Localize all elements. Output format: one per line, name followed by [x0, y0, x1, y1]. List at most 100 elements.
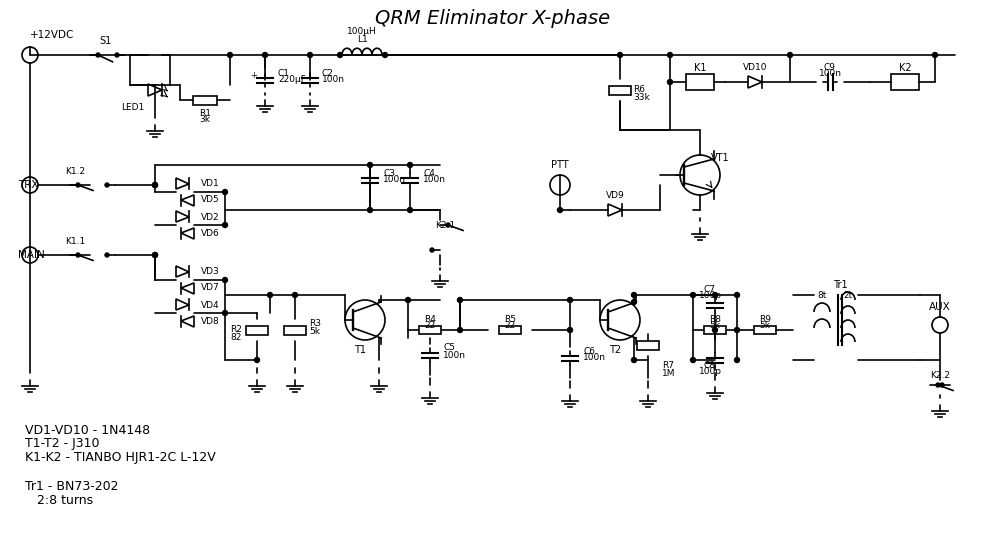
Text: S1: S1	[99, 36, 111, 46]
Circle shape	[222, 190, 227, 194]
Text: 8t: 8t	[816, 290, 826, 300]
Circle shape	[458, 327, 462, 333]
Text: K2.1: K2.1	[435, 221, 455, 230]
Text: R8: R8	[708, 316, 720, 325]
Text: C8: C8	[703, 360, 715, 370]
Text: C5: C5	[443, 343, 455, 352]
Text: 100n: 100n	[583, 354, 605, 363]
Text: LED1: LED1	[121, 104, 145, 113]
Circle shape	[22, 247, 38, 263]
Text: 5k: 5k	[759, 321, 770, 331]
Text: C4: C4	[423, 169, 435, 177]
Circle shape	[153, 253, 158, 257]
Circle shape	[712, 327, 717, 333]
Text: +: +	[250, 71, 257, 80]
Text: VD3: VD3	[201, 268, 220, 277]
Text: VD9: VD9	[605, 192, 624, 200]
Circle shape	[690, 357, 695, 363]
Circle shape	[931, 317, 947, 333]
Text: VD8: VD8	[201, 317, 220, 326]
Circle shape	[667, 52, 671, 58]
Text: 22: 22	[504, 321, 515, 331]
Text: AUX: AUX	[928, 302, 950, 312]
Bar	[419, 326, 441, 334]
Circle shape	[667, 80, 671, 84]
Polygon shape	[176, 211, 188, 222]
Text: 100p: 100p	[698, 367, 721, 376]
Text: R2: R2	[230, 326, 242, 334]
Text: C2: C2	[321, 68, 333, 77]
Circle shape	[105, 183, 108, 187]
Text: 100n: 100n	[423, 176, 446, 185]
Circle shape	[115, 53, 119, 57]
Bar	[608, 85, 630, 95]
Text: 220μF: 220μF	[278, 75, 306, 84]
Circle shape	[76, 253, 80, 257]
Text: T1-T2 - J310: T1-T2 - J310	[25, 437, 100, 451]
Bar	[246, 326, 268, 334]
Circle shape	[407, 208, 412, 213]
Text: K1-K2 - TIANBO HJR1-2C L-12V: K1-K2 - TIANBO HJR1-2C L-12V	[25, 452, 216, 465]
Polygon shape	[176, 299, 188, 310]
Circle shape	[222, 278, 227, 282]
Circle shape	[932, 52, 937, 58]
Text: 2t: 2t	[842, 290, 852, 300]
Circle shape	[222, 223, 227, 227]
Circle shape	[631, 300, 636, 304]
Circle shape	[631, 293, 636, 297]
Circle shape	[292, 293, 297, 297]
Polygon shape	[180, 195, 194, 206]
Circle shape	[337, 52, 342, 58]
Circle shape	[308, 52, 313, 58]
Text: 5k: 5k	[709, 321, 720, 331]
Circle shape	[567, 327, 572, 333]
Text: 22: 22	[424, 321, 435, 331]
Circle shape	[367, 208, 372, 213]
Polygon shape	[607, 204, 621, 216]
Text: K1: K1	[693, 63, 706, 73]
Circle shape	[76, 183, 80, 187]
Text: VD4: VD4	[201, 301, 220, 310]
Circle shape	[267, 293, 272, 297]
Text: R3: R3	[309, 319, 320, 328]
Text: VD1: VD1	[201, 179, 220, 189]
Text: K2.2: K2.2	[929, 371, 950, 380]
Text: R1: R1	[199, 108, 211, 117]
Circle shape	[567, 297, 572, 302]
Circle shape	[939, 383, 943, 387]
Polygon shape	[176, 178, 188, 189]
Bar	[284, 326, 306, 334]
Text: 2:8 turns: 2:8 turns	[25, 493, 93, 507]
Circle shape	[227, 52, 233, 58]
Bar	[890, 74, 918, 90]
Text: 3k: 3k	[199, 115, 210, 124]
Text: K1.1: K1.1	[65, 237, 85, 246]
Text: MAIN: MAIN	[18, 250, 44, 260]
Circle shape	[734, 327, 739, 333]
Text: PTT: PTT	[550, 160, 568, 170]
Text: VD2: VD2	[201, 213, 220, 222]
Circle shape	[22, 177, 38, 193]
Circle shape	[557, 208, 562, 213]
Text: VT1: VT1	[710, 153, 729, 163]
Circle shape	[446, 223, 450, 227]
Circle shape	[617, 52, 622, 58]
Polygon shape	[747, 76, 761, 88]
Polygon shape	[180, 228, 194, 239]
Circle shape	[262, 52, 267, 58]
Circle shape	[153, 253, 158, 257]
Text: +12VDC: +12VDC	[30, 30, 74, 40]
Text: K2: K2	[898, 63, 910, 73]
Circle shape	[679, 155, 719, 195]
Text: 100μH: 100μH	[347, 27, 377, 36]
Circle shape	[96, 53, 100, 57]
Circle shape	[712, 293, 717, 297]
Bar	[636, 341, 659, 349]
Text: R9: R9	[758, 316, 770, 325]
Text: Tr1 - BN73-202: Tr1 - BN73-202	[25, 480, 118, 492]
Polygon shape	[148, 84, 162, 96]
Circle shape	[458, 297, 462, 302]
Circle shape	[734, 357, 739, 363]
Bar	[685, 74, 713, 90]
Text: Tr1: Tr1	[832, 280, 846, 290]
